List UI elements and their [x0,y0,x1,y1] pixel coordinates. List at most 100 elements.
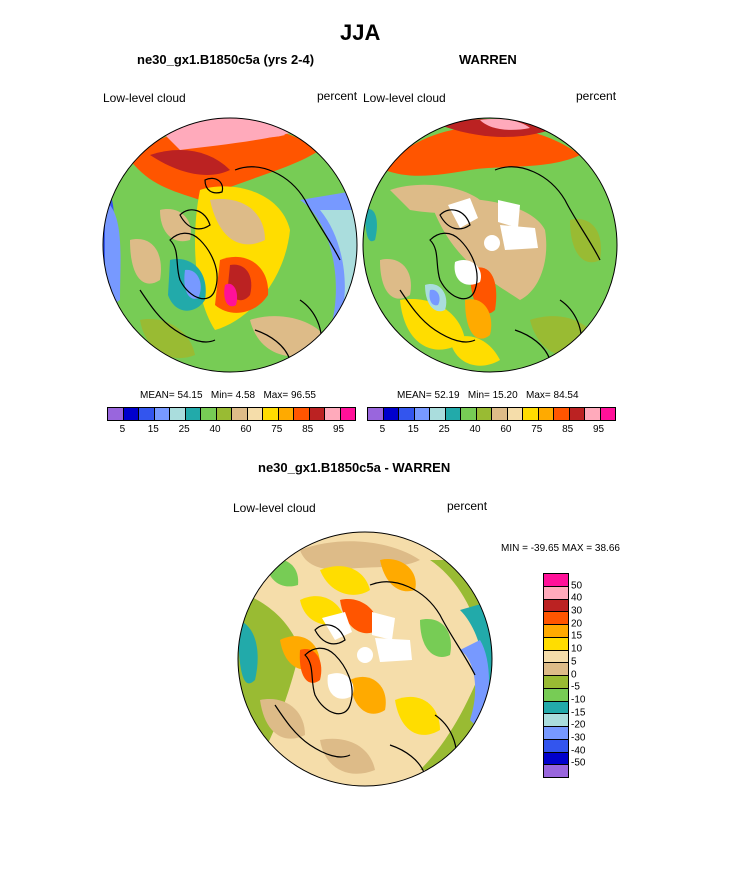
colorbar-swatch [368,408,384,420]
panel-1-tick: 40 [209,424,221,435]
panel-1-title: ne30_gx1.B1850c5a (yrs 2-4) [137,52,315,67]
colorbar-swatch [544,701,568,715]
panel-3-variable-label: Low-level cloud [233,501,316,515]
panel-3-tick: -15 [571,707,586,719]
colorbar-swatch [461,408,477,420]
colorbar-swatch [554,408,570,420]
panel-1-tick: 5 [119,424,126,435]
panel-2-colorbar-ticks: 5 15 25 40 60 75 85 95 [367,424,614,436]
panel-3-minmax: MIN = -39.65 MAX = 38.66 [501,543,620,554]
colorbar-swatch [544,752,568,766]
colorbar-swatch [201,408,217,420]
colorbar-swatch [139,408,155,420]
colorbar-swatch [544,650,568,664]
panel-3-tick: 20 [571,618,583,630]
panel-3-tick: -40 [571,745,586,757]
panel-3-colorbar-ticks: 50 40 30 20 15 10 5 0 -5 -10 -15 -20 -30… [571,573,611,776]
panel-3-tick: -5 [571,681,580,693]
colorbar-swatch [309,408,325,420]
colorbar-swatch [278,408,294,420]
panel-3-tick: 0 [571,669,577,680]
colorbar-swatch [544,574,568,587]
colorbar-swatch [325,408,341,420]
panel-1-colorbar [107,407,356,421]
panel-2-tick: 75 [531,424,543,435]
map-3-border [237,531,493,787]
panel-2-tick: 60 [500,424,512,435]
map-2-border [362,117,618,373]
panel-1-min: Min= 4.58 [210,390,256,401]
colorbar-swatch [154,408,170,420]
colorbar-swatch [569,408,585,420]
panel-3-tick: -10 [571,694,586,706]
colorbar-swatch [232,408,248,420]
panel-2-tick: 40 [469,424,481,435]
map-1-coastlines [139,166,341,361]
panel-1-tick: 75 [271,424,283,435]
colorbar-swatch [247,408,263,420]
colorbar-swatch [544,586,568,600]
colorbar-swatch [399,408,415,420]
panel-3-tick: 15 [571,630,583,642]
colorbar-swatch [507,408,523,420]
panel-2-variable-label: Low-level cloud [363,91,446,105]
colorbar-swatch [523,408,539,420]
colorbar-swatch [544,714,568,727]
colorbar-swatch [294,408,310,420]
colorbar-swatch [383,408,399,420]
panel-3-tick: -50 [571,757,586,769]
panel-2-colorbar [367,407,616,421]
panel-2-min: Min= 15.20 [467,390,518,401]
panel-2-tick: 5 [379,424,386,435]
colorbar-swatch [185,408,201,420]
colorbar-swatch [340,408,355,420]
panel-2-tick: 25 [438,424,450,435]
map-2-coastlines [399,166,601,361]
colorbar-swatch [544,612,568,625]
panel-2-tick: 15 [407,424,419,435]
panel-3-colorbar [543,573,569,778]
colorbar-swatch [414,408,430,420]
panel-2-tick: 85 [562,424,574,435]
panel-3-tick: 5 [571,656,577,668]
colorbar-swatch [544,727,568,740]
panel-1-tick: 15 [147,424,159,435]
colorbar-swatch [445,408,461,420]
panel-3-tick: -30 [571,732,586,744]
panel-1-tick: 25 [178,424,190,435]
panel-1-colorbar-ticks: 5 15 25 40 60 75 85 95 [107,424,354,436]
panel-2-stats: MEAN= 52.19 Min= 15.20 Max= 84.54 [397,390,579,401]
panel-3-tick: 50 [571,580,583,592]
map-2-field [363,118,617,372]
colorbar-swatch [585,408,601,420]
colorbar-swatch [600,408,615,420]
panel-2-mean: MEAN= 52.19 [397,390,460,401]
colorbar-swatch [538,408,554,420]
panel-1-variable-label: Low-level cloud [103,91,186,105]
panel-1-units-label: percent [317,89,358,103]
map-3-field [238,532,492,786]
colorbar-swatch [544,765,568,777]
colorbar-swatch [544,676,568,689]
colorbar-swatch [544,599,568,613]
panel-1-mean: MEAN= 54.15 [140,390,203,401]
colorbar-swatch [544,625,568,638]
colorbar-swatch [544,688,568,702]
panel-3-tick: 10 [571,643,583,655]
colorbar-swatch [108,408,124,420]
colorbar-swatch [544,637,568,651]
colorbar-swatch [544,663,568,676]
panel-1-tick: 85 [302,424,314,435]
colorbar-swatch [216,408,232,420]
panel-3-title: ne30_gx1.B1850c5a - WARREN [258,460,451,475]
panel-3-tick: -20 [571,719,586,731]
panel-3-tick: 30 [571,605,583,617]
panel-2-tick: 95 [593,424,605,435]
panel-2-units-label: percent [576,89,617,103]
panel-3-tick: 40 [571,592,583,604]
panel-1-tick: 95 [333,424,345,435]
colorbar-swatch [544,739,568,753]
